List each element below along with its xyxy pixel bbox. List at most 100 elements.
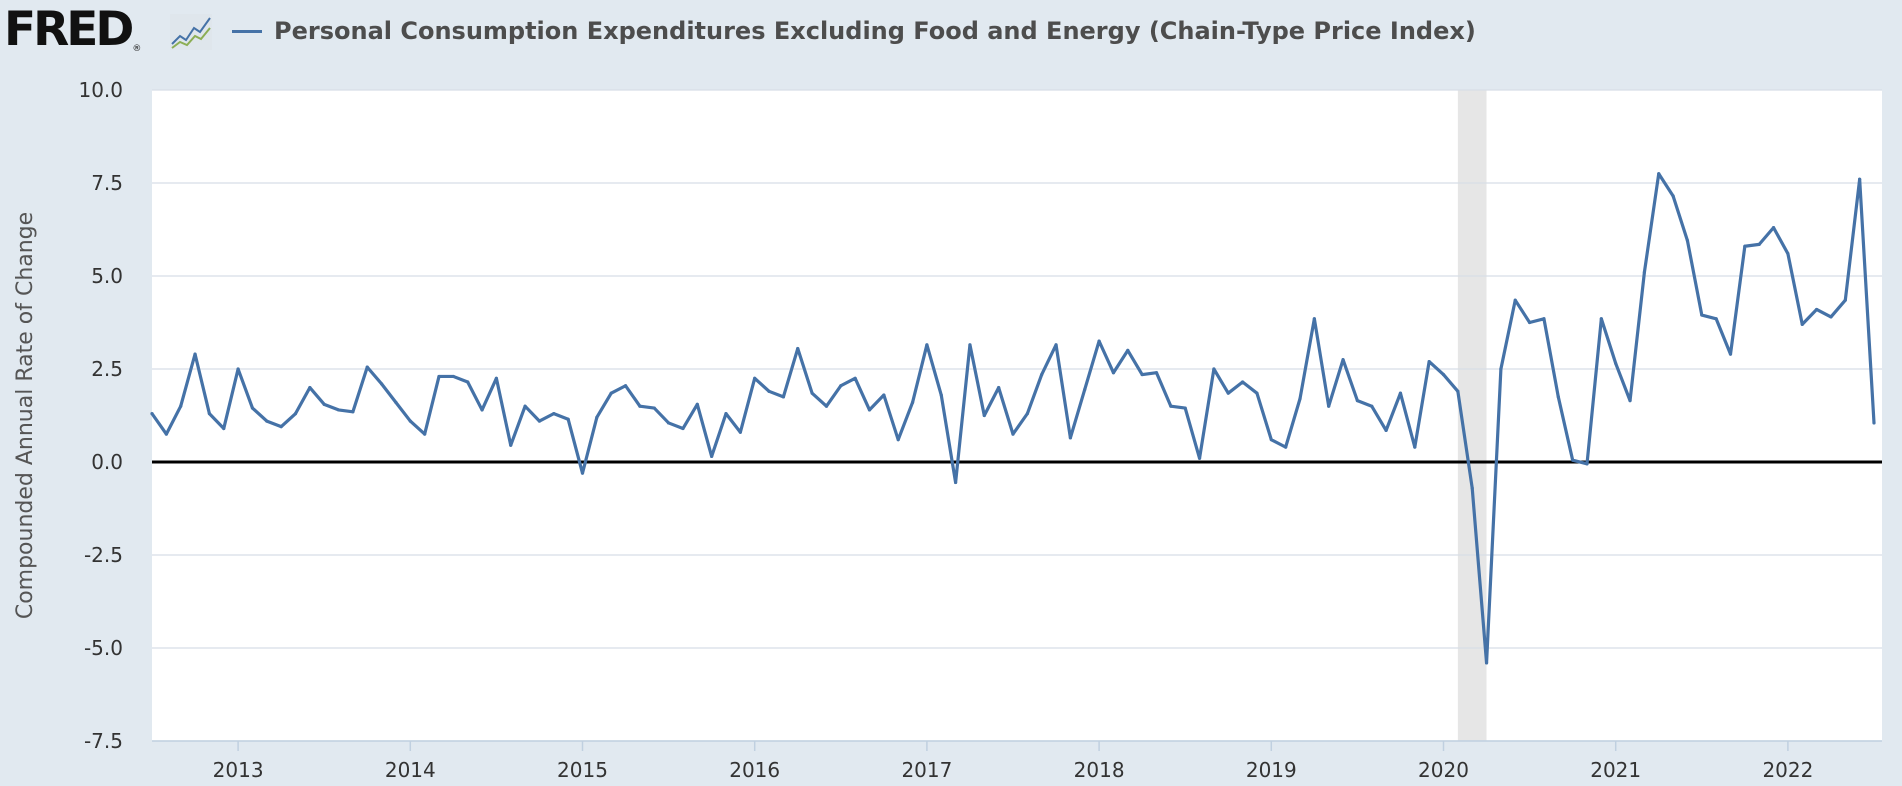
data-point[interactable] [1528,320,1532,325]
data-point[interactable] [796,346,800,351]
data-point[interactable] [1413,445,1417,449]
data-point[interactable] [1470,486,1474,490]
data-point[interactable] [1298,397,1302,401]
data-point[interactable] [1571,458,1575,462]
data-point[interactable] [351,410,355,414]
data-point[interactable] [1068,436,1072,440]
data-point[interactable] [882,393,886,397]
data-point[interactable] [1484,661,1489,665]
data-point[interactable] [1456,389,1460,393]
data-point[interactable] [925,343,929,347]
data-point[interactable] [1858,177,1862,181]
data-point[interactable] [179,404,183,408]
data-point[interactable] [1140,372,1144,377]
data-point[interactable] [1657,172,1661,176]
data-point[interactable] [1370,404,1374,408]
data-point[interactable] [509,443,513,447]
data-point[interactable] [236,367,240,371]
data-point[interactable] [222,426,226,431]
data-point[interactable] [451,374,455,379]
data-point[interactable] [322,402,326,406]
chart-legend[interactable]: Personal Consumption Expenditures Exclud… [232,16,1476,46]
data-point[interactable] [997,386,1001,390]
data-point[interactable] [1441,372,1446,377]
data-point[interactable] [1585,462,1589,466]
data-point[interactable] [1685,239,1690,243]
data-point[interactable] [896,438,900,442]
data-point[interactable] [724,412,728,416]
data-point[interactable] [1714,317,1718,321]
data-point[interactable] [1269,438,1273,442]
data-point[interactable] [1255,391,1259,395]
data-point[interactable] [537,419,542,423]
data-point[interactable] [638,404,642,408]
data-point[interactable] [1169,404,1173,408]
data-point[interactable] [1341,358,1345,362]
data-point[interactable] [437,374,441,379]
data-point[interactable] [580,471,585,475]
data-point[interactable] [423,432,427,436]
data-point[interactable] [1054,343,1058,347]
data-point[interactable] [336,408,341,412]
data-point[interactable] [968,343,972,347]
data-point[interactable] [250,406,255,410]
data-point[interactable] [1197,456,1202,460]
data-point[interactable] [824,404,829,408]
data-point[interactable] [1083,387,1087,392]
data-point[interactable] [566,417,570,421]
data-point[interactable] [1556,395,1560,399]
data-point[interactable] [910,400,915,405]
data-point[interactable] [466,380,470,384]
data-point[interactable] [1398,391,1403,395]
data-point[interactable] [767,389,771,393]
data-point[interactable] [394,400,398,405]
data-point[interactable] [982,413,986,418]
data-point[interactable] [1226,391,1230,395]
data-point[interactable] [667,421,671,425]
data-point[interactable] [1384,428,1388,432]
data-point[interactable] [1628,399,1632,403]
data-point[interactable] [1542,317,1546,321]
data-point[interactable] [494,376,498,380]
data-point[interactable] [1513,298,1517,302]
data-point[interactable] [1284,445,1288,449]
data-point[interactable] [1786,252,1790,256]
data-point[interactable] [1327,404,1331,408]
data-point[interactable] [1111,371,1116,375]
data-point[interactable] [1154,371,1159,375]
data-point[interactable] [867,408,872,412]
data-point[interactable] [1312,317,1316,321]
data-point[interactable] [164,432,168,436]
data-point[interactable] [1241,380,1245,384]
data-point[interactable] [609,391,613,395]
data-point[interactable] [1757,242,1761,246]
data-point[interactable] [939,393,943,397]
data-point[interactable] [1183,406,1187,410]
data-point[interactable] [365,365,369,369]
data-point[interactable] [265,419,269,423]
data-point[interactable] [193,352,197,356]
data-point[interactable] [1829,315,1833,319]
data-point[interactable] [207,412,211,416]
data-point[interactable] [781,395,786,399]
data-point[interactable] [150,412,154,416]
data-point[interactable] [523,404,527,408]
data-point[interactable] [839,384,843,388]
data-point[interactable] [380,382,384,386]
data-point[interactable] [695,402,699,406]
data-point[interactable] [1671,194,1675,198]
data-point[interactable] [1011,432,1015,436]
data-point[interactable] [1743,244,1747,248]
data-point[interactable] [1614,361,1618,366]
data-point[interactable] [279,425,283,429]
data-point[interactable] [595,415,599,419]
data-point[interactable] [1427,359,1431,364]
data-point[interactable] [1025,412,1029,416]
data-point[interactable] [1800,322,1804,326]
data-point[interactable] [1040,372,1044,377]
fred-logo[interactable]: FRED ® [4,6,141,55]
data-point[interactable] [623,384,628,388]
data-point[interactable] [480,408,484,412]
data-point[interactable] [1212,367,1216,371]
data-point[interactable] [293,412,298,416]
